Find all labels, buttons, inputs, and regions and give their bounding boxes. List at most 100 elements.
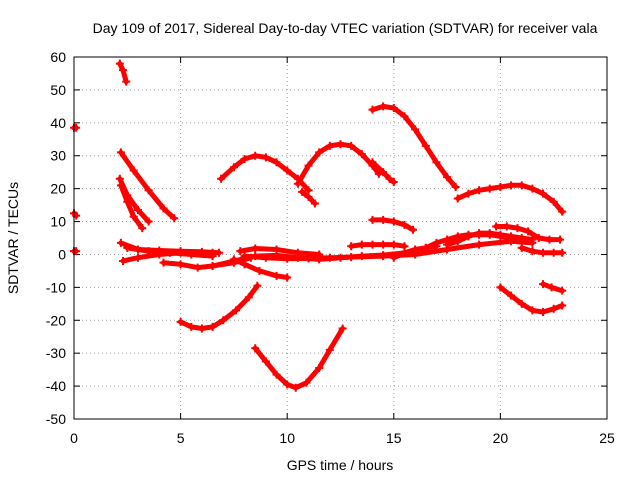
data-point bbox=[165, 248, 174, 257]
data-point bbox=[502, 222, 511, 231]
data-point bbox=[421, 243, 430, 252]
data-point bbox=[558, 286, 567, 295]
data-point bbox=[485, 229, 494, 238]
data-point bbox=[385, 174, 394, 183]
series-s28 bbox=[453, 181, 567, 216]
series-s20 bbox=[298, 187, 319, 208]
data-point bbox=[549, 304, 558, 313]
data-point bbox=[421, 141, 430, 150]
y-tick-label: 50 bbox=[50, 82, 66, 98]
series-line bbox=[295, 141, 382, 187]
data-point bbox=[368, 105, 377, 114]
series-s31 bbox=[496, 283, 567, 317]
data-point bbox=[368, 240, 377, 249]
data-point bbox=[119, 257, 128, 266]
data-point bbox=[304, 192, 313, 201]
data-point bbox=[368, 158, 377, 167]
data-point bbox=[261, 153, 270, 162]
data-point bbox=[408, 225, 417, 234]
series-s4 bbox=[115, 59, 131, 86]
data-point bbox=[389, 104, 398, 113]
data-point bbox=[310, 199, 319, 208]
data-point bbox=[298, 187, 307, 196]
data-point bbox=[272, 271, 281, 280]
data-point bbox=[123, 197, 132, 206]
series-s21 bbox=[368, 102, 460, 191]
data-point bbox=[208, 252, 217, 261]
series-s7 bbox=[116, 181, 147, 233]
data-point bbox=[379, 252, 388, 261]
data-point bbox=[485, 184, 494, 193]
data-point bbox=[176, 317, 185, 326]
series-s30 bbox=[517, 243, 567, 257]
series-s24 bbox=[347, 240, 409, 251]
x-tick-label: 20 bbox=[493, 430, 509, 446]
data-point bbox=[524, 227, 533, 236]
data-point bbox=[453, 194, 462, 203]
data-point bbox=[315, 148, 324, 157]
x-tick-label: 25 bbox=[599, 430, 615, 446]
data-point bbox=[534, 234, 543, 242]
data-point bbox=[379, 240, 388, 249]
x-axis-ticks: 0 5 10 15 20 25 bbox=[70, 57, 615, 446]
data-point bbox=[400, 220, 409, 229]
data-point bbox=[517, 234, 526, 242]
data-point bbox=[133, 253, 142, 262]
data-point bbox=[379, 215, 388, 224]
data-point bbox=[232, 306, 241, 315]
data-point bbox=[138, 224, 147, 233]
data-point bbox=[315, 363, 324, 372]
data-point bbox=[170, 214, 179, 223]
data-point bbox=[72, 123, 81, 132]
data-point bbox=[411, 125, 420, 134]
data-point bbox=[347, 242, 356, 251]
y-tick-label: -10 bbox=[46, 279, 66, 295]
data-point bbox=[379, 168, 388, 177]
data-point bbox=[219, 316, 228, 325]
data-point bbox=[240, 260, 249, 269]
data-point bbox=[197, 324, 206, 333]
data-point bbox=[464, 189, 473, 198]
data-point bbox=[255, 266, 264, 275]
series-line bbox=[231, 256, 290, 280]
series-s16 bbox=[176, 281, 262, 333]
data-point bbox=[283, 273, 292, 282]
data-point bbox=[133, 206, 142, 215]
chart-title: Day 109 of 2017, Sidereal Day-to-day VTE… bbox=[93, 20, 598, 36]
data-point bbox=[357, 240, 366, 249]
data-point bbox=[122, 77, 131, 86]
data-point bbox=[272, 370, 281, 379]
series-line bbox=[370, 159, 397, 185]
data-point bbox=[325, 253, 334, 262]
data-point bbox=[236, 247, 245, 256]
y-axis-label: SDTVAR / TECUs bbox=[5, 182, 21, 294]
series-s19 bbox=[293, 140, 383, 188]
y-tick-label: 20 bbox=[50, 181, 66, 197]
data-point bbox=[129, 166, 138, 175]
data-point bbox=[187, 250, 196, 259]
y-tick-label: 0 bbox=[58, 246, 66, 262]
data-point bbox=[496, 283, 505, 292]
series-s27 bbox=[443, 229, 537, 249]
data-point bbox=[176, 260, 185, 269]
data-point bbox=[251, 151, 260, 160]
data-point bbox=[558, 248, 567, 257]
data-point bbox=[389, 253, 398, 262]
data-point bbox=[432, 238, 441, 247]
data-point bbox=[507, 181, 516, 190]
data-point bbox=[115, 174, 124, 183]
data-point bbox=[129, 212, 138, 221]
y-tick-label: 10 bbox=[50, 214, 66, 230]
plot-frame bbox=[73, 56, 608, 420]
data-point bbox=[558, 301, 567, 310]
data-point bbox=[389, 217, 398, 226]
series-s10 bbox=[123, 243, 217, 261]
data-point bbox=[115, 59, 124, 68]
data-point bbox=[116, 148, 125, 157]
data-point bbox=[325, 345, 334, 354]
data-point bbox=[272, 245, 281, 254]
data-series bbox=[70, 59, 567, 392]
data-point bbox=[528, 306, 537, 315]
data-point bbox=[507, 232, 516, 241]
data-point bbox=[116, 238, 125, 247]
